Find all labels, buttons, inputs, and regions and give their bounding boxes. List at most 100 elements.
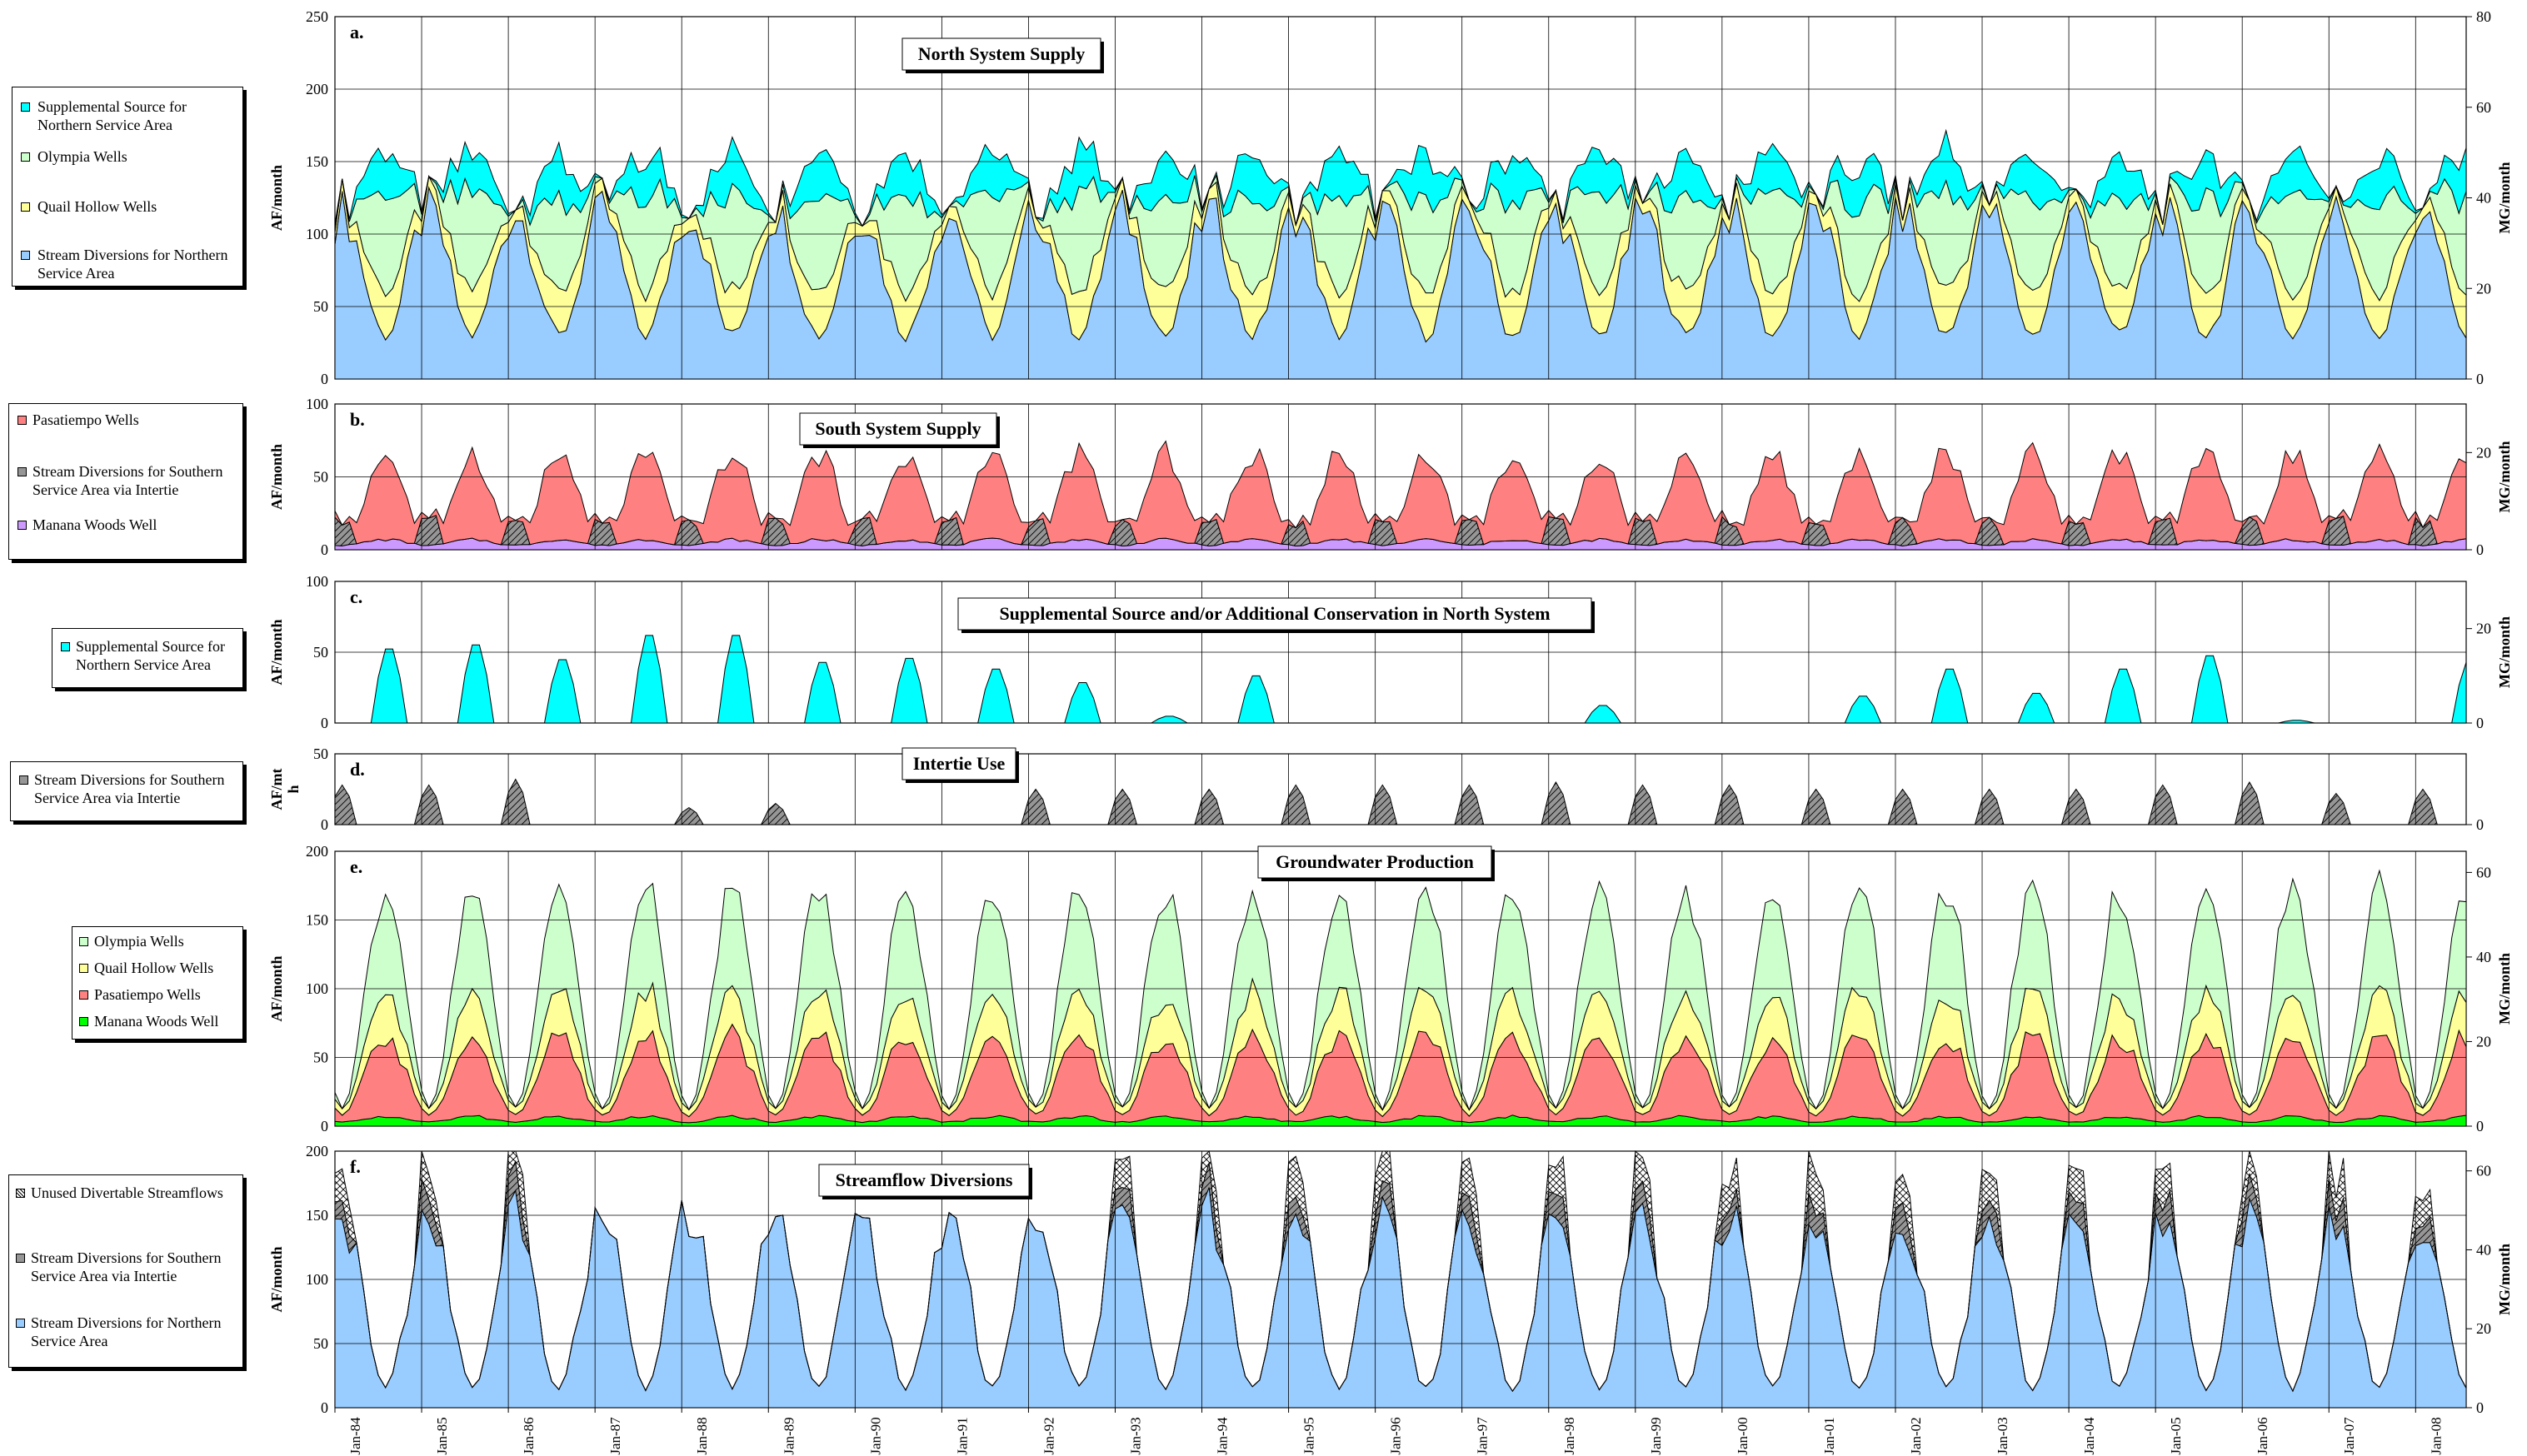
legend-label: Manana Woods Well (32, 516, 157, 533)
x-tick-label: Jan-84 (347, 1417, 363, 1455)
legend-label: Stream Diversions for Northern Service A… (31, 1314, 222, 1349)
x-tick-label: Jan-93 (1127, 1417, 1143, 1454)
y-tick-label: 200 (306, 1143, 328, 1159)
legend-swatch (16, 1319, 25, 1328)
y-right-axis-label: MG/month (2496, 953, 2513, 1025)
series-area-supplemental (334, 128, 2467, 227)
chart-title: North System Supply (918, 43, 1085, 64)
y-right-tick-label: 0 (2476, 1399, 2484, 1416)
legend-swatch (79, 964, 88, 973)
x-tick-label: Jan-90 (867, 1417, 883, 1454)
legend-swatch (61, 642, 70, 651)
plot-area (334, 753, 2467, 825)
legend-supplemental: Supplemental Source for Northern Service… (52, 628, 243, 688)
x-tick-label: Jan-92 (1041, 1417, 1056, 1454)
x-tick-label: Jan-86 (521, 1417, 537, 1454)
panel-label: d. (350, 759, 365, 780)
y-tick-label: 250 (306, 8, 328, 25)
y-tick-label: 100 (306, 226, 328, 242)
y-right-tick-label: 20 (2476, 444, 2491, 461)
legend-south-system: Pasatiempo Wells Stream Diversions for S… (8, 403, 243, 560)
legend-label: Stream Diversions for Southern Service A… (32, 463, 223, 498)
panel-label: c. (350, 586, 362, 607)
series-area-pasatiempo (334, 440, 2467, 546)
y-tick-label: 50 (313, 745, 328, 762)
y-tick-label: 200 (306, 81, 328, 97)
x-tick-label: Jan-00 (1735, 1417, 1750, 1454)
chart-title: Groundwater Production (1276, 851, 1474, 872)
title-box (1257, 845, 1492, 879)
y-tick-label: 100 (306, 980, 328, 997)
legend-label: Pasatiempo Wells (32, 411, 139, 428)
x-tick-label: Jan-98 (1561, 1417, 1577, 1454)
legend-swatch (16, 1189, 25, 1198)
panel-label: f. (350, 1156, 361, 1177)
y-right-tick-label: 20 (2476, 1320, 2491, 1337)
y-tick-label: 50 (313, 644, 328, 661)
legend-label: Manana Woods Well (94, 1013, 219, 1030)
legend-streamflow: Unused Divertable Streamflows Stream Div… (8, 1174, 243, 1368)
x-tick-label: Jan-89 (781, 1417, 797, 1454)
x-tick-label: Jan-85 (434, 1417, 450, 1454)
chart-title: South System Supply (815, 418, 981, 439)
legend-swatch (79, 1017, 88, 1026)
x-tick-label: Jan-06 (2255, 1417, 2270, 1454)
y-tick-label: 150 (306, 1207, 328, 1224)
series-area-unused (334, 1149, 2467, 1393)
legend-groundwater: Olympia Wells Quail Hollow Wells Pasatie… (72, 926, 243, 1040)
legend-swatch (21, 102, 30, 112)
y-tick-label: 150 (306, 912, 328, 929)
chart-title: Supplemental Source and/or Additional Co… (999, 603, 1550, 624)
y-tick-label: 0 (321, 371, 328, 387)
legend-swatch (79, 937, 88, 946)
x-tick-label: Jan-91 (954, 1417, 970, 1454)
y-axis-label: AF/mt (268, 769, 285, 810)
x-tick-label: Jan-08 (2428, 1417, 2444, 1454)
legend-label: Supplemental Source for Northern Service… (76, 638, 225, 673)
legend-swatch (17, 416, 27, 425)
legend-label: Stream Diversions for Northern Service A… (37, 247, 228, 282)
y-right-axis-label: MG/month (2496, 162, 2513, 233)
legend-label: Supplemental Source for Northern Service… (37, 98, 187, 133)
y-right-tick-label: 60 (2476, 864, 2491, 880)
y-right-axis-label: MG/month (2496, 1244, 2513, 1315)
y-tick-label: 150 (306, 153, 328, 170)
y-tick-label: 0 (321, 541, 328, 558)
legend-label: Stream Diversions for Southern Service A… (31, 1249, 222, 1284)
y-right-tick-label: 0 (2476, 371, 2484, 387)
x-tick-label: Jan-96 (1388, 1417, 1404, 1454)
legend-label: Unused Divertable Streamflows (31, 1184, 223, 1201)
y-axis-label: AF/month (268, 619, 285, 685)
y-tick-label: 100 (306, 1271, 328, 1288)
legend-label: Quail Hollow Wells (94, 960, 214, 976)
legend-label: Olympia Wells (37, 148, 127, 165)
x-tick-label: Jan-95 (1301, 1417, 1317, 1454)
y-right-tick-label: 40 (2476, 949, 2491, 965)
y-right-tick-label: 20 (2476, 621, 2491, 637)
legend-label: Quail Hollow Wells (37, 198, 157, 215)
y-tick-label: 200 (306, 843, 328, 860)
legend-swatch (21, 202, 30, 212)
y-tick-label: 0 (321, 1118, 328, 1134)
legend-swatch (16, 1254, 25, 1263)
y-right-tick-label: 0 (2476, 715, 2484, 731)
legend-label: Pasatiempo Wells (94, 986, 201, 1003)
y-right-tick-label: 60 (2476, 1163, 2491, 1179)
legend-swatch (17, 521, 27, 530)
y-right-tick-label: 80 (2476, 8, 2491, 25)
title-box (799, 412, 997, 446)
title-box (818, 1164, 1030, 1197)
chart-title: Streamflow Diversions (836, 1169, 1013, 1190)
x-tick-label: Jan-04 (2081, 1417, 2097, 1455)
y-right-tick-label: 40 (2476, 190, 2491, 207)
legend-swatch (21, 152, 30, 162)
y-right-axis-label: MG/month (2496, 441, 2513, 512)
x-tick-label: Jan-03 (1995, 1417, 2010, 1454)
legend-north-system: Supplemental Source for Northern Service… (12, 87, 243, 287)
y-right-tick-label: 20 (2476, 1033, 2491, 1050)
y-axis-label: AF/month (268, 444, 285, 510)
x-tick-label: Jan-87 (607, 1417, 623, 1455)
title-box (957, 597, 1592, 631)
